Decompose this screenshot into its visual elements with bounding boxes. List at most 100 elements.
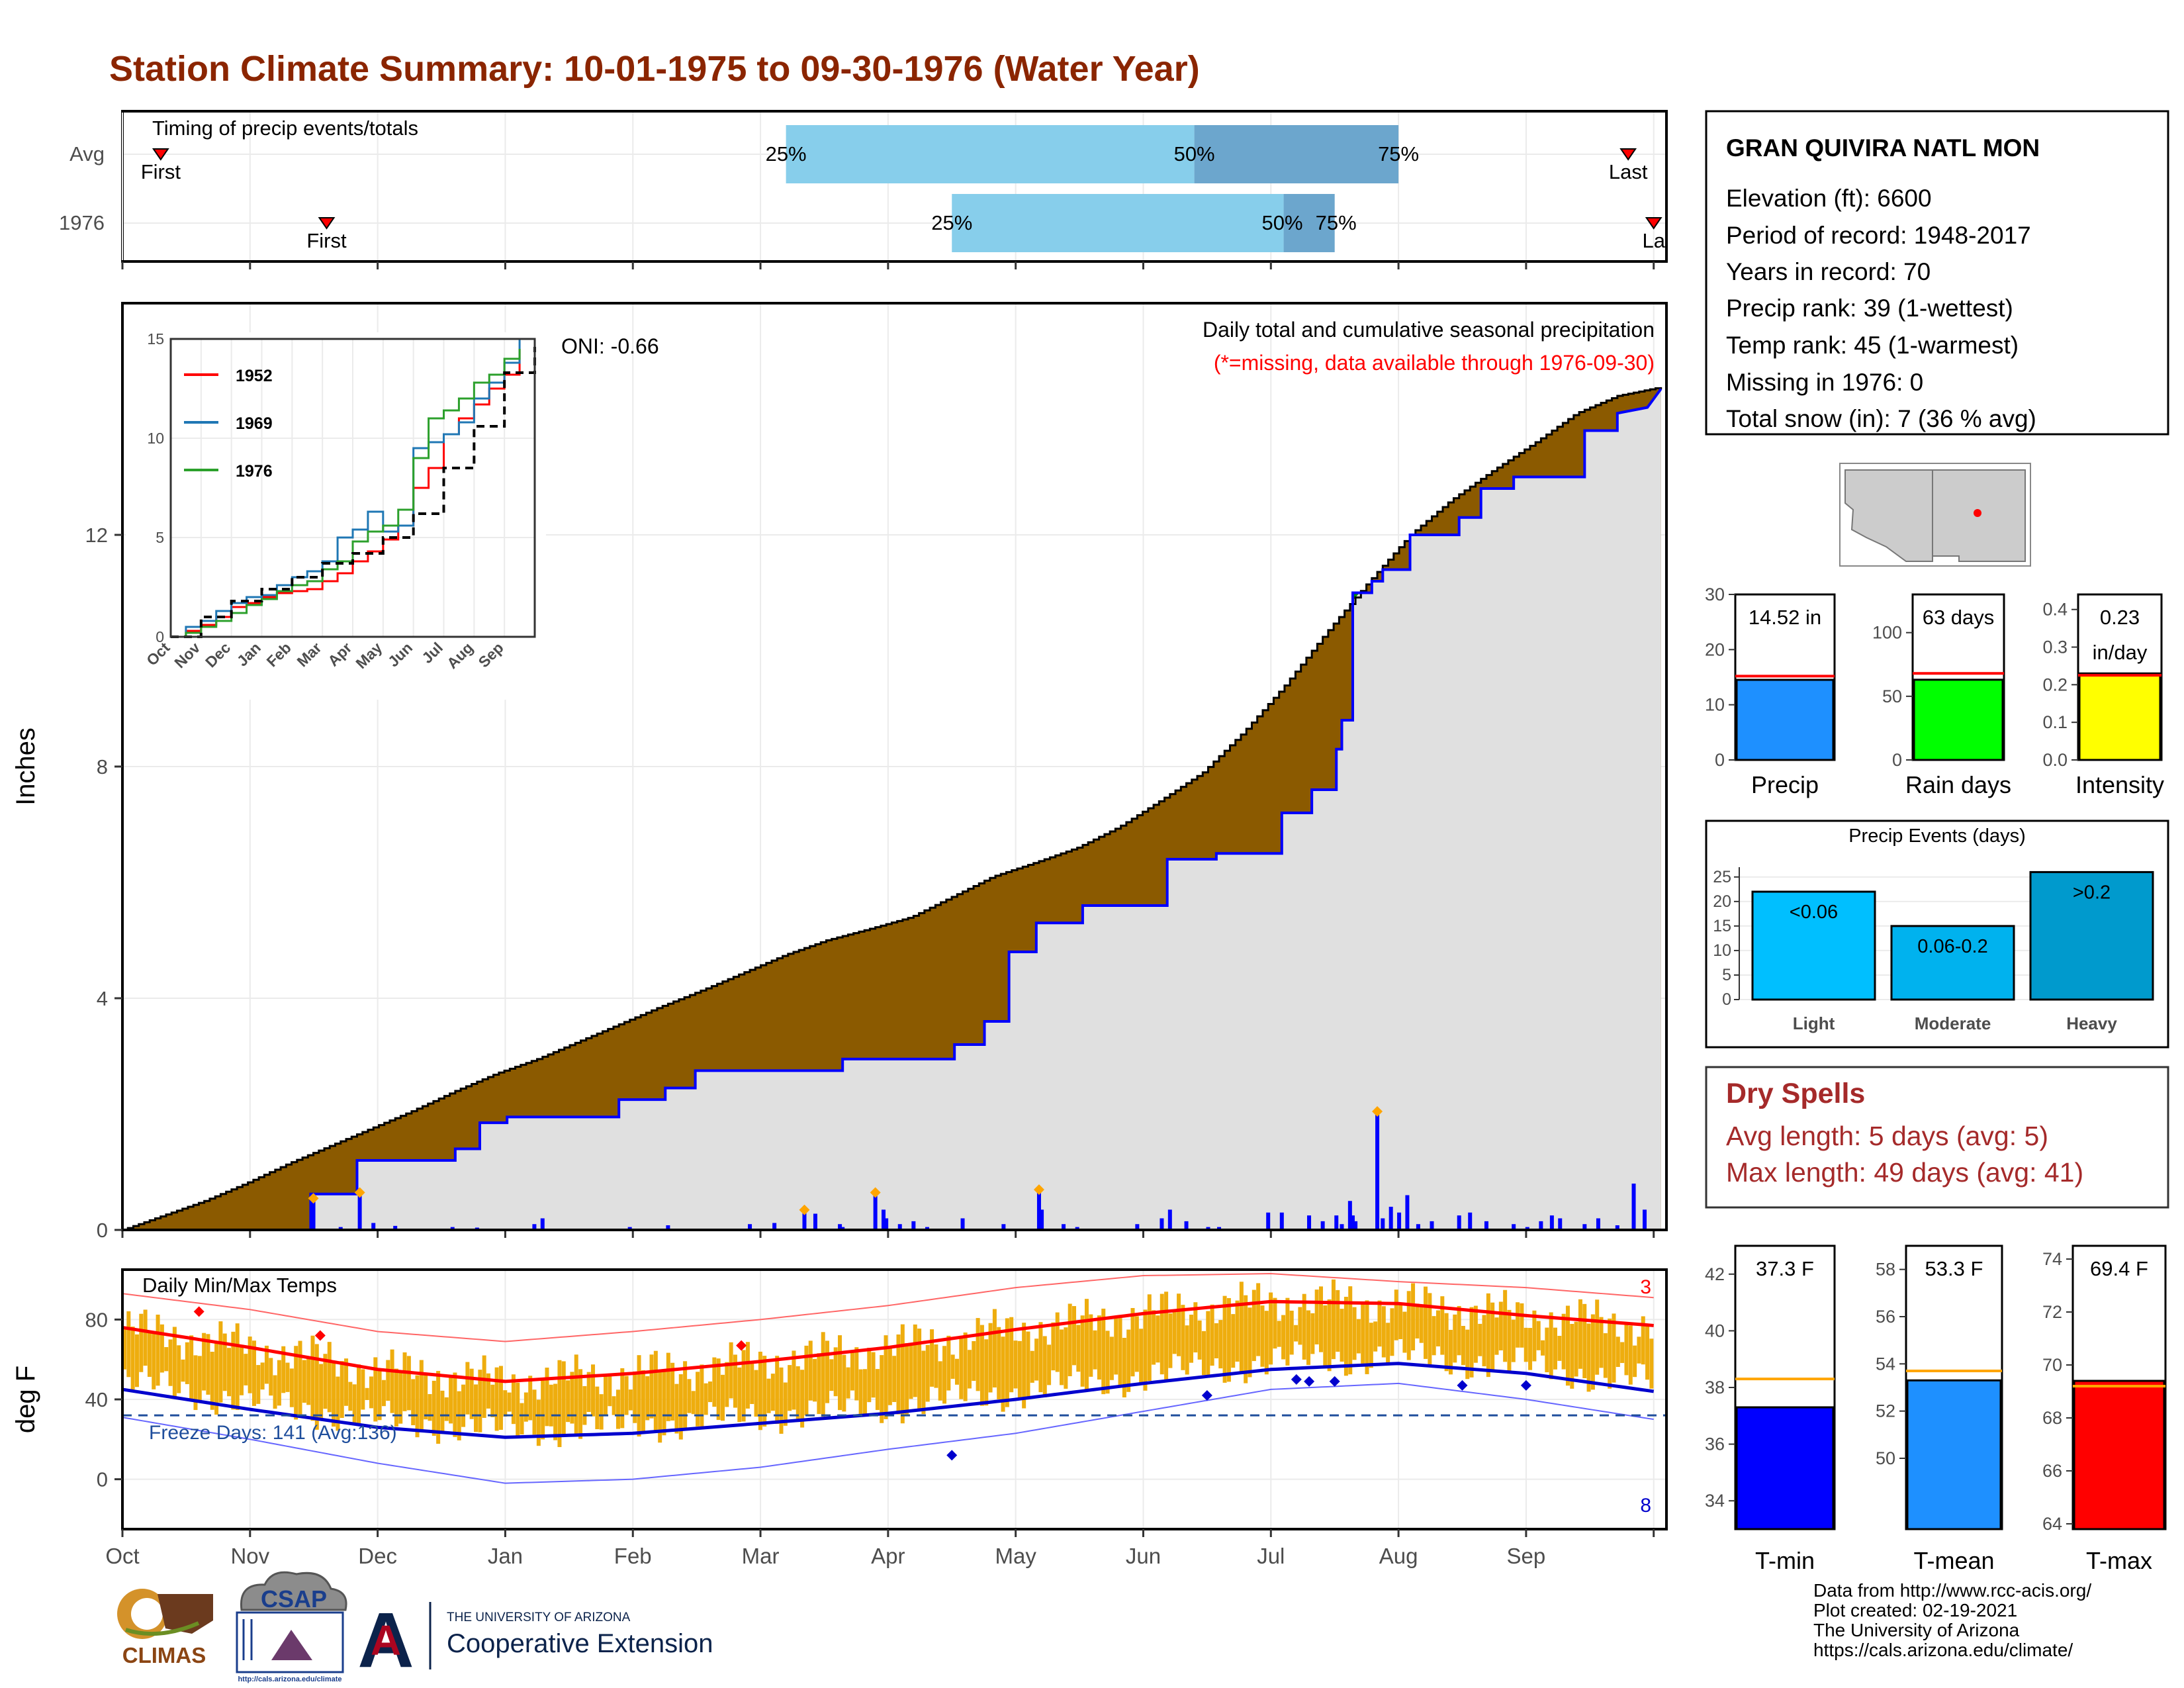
precip-stat-0-bar [1735,679,1835,761]
daily-temp-bar [1143,1309,1148,1391]
timing-q25-label: 25% [931,211,972,234]
daily-temp-bar [248,1336,252,1393]
daily-temp-bar [1615,1336,1620,1367]
daily-precip-bar [1484,1221,1488,1230]
temp-y-tick-label: 40 [85,1388,108,1411]
daily-precip-bar [1320,1221,1325,1230]
record-high-marker-icon [193,1306,205,1317]
temp-stat-2-y-tick-label: 66 [2042,1461,2062,1481]
csap-mountain-icon [271,1630,312,1660]
record-low-marker-icon [1201,1389,1212,1401]
daily-temp-bar [1348,1286,1353,1375]
daily-temp-bar [523,1392,528,1422]
daily-temp-bar [352,1384,357,1424]
daily-temp-bar [1390,1308,1394,1356]
daily-temp-bar [1373,1321,1378,1352]
daily-temp-bar [1218,1320,1223,1369]
daily-temp-bar [1599,1317,1604,1368]
csap-logo: CSAP http://cals.arizona.edu/climate [236,1571,347,1683]
daily-temp-bar [1130,1307,1135,1377]
daily-temp-bar [1448,1329,1453,1375]
daily-temp-bar [1118,1318,1122,1386]
daily-temp-bar [867,1347,872,1403]
daily-temp-bar [745,1342,750,1409]
daily-temp-bar [984,1339,989,1406]
station-years: Years in record: 70 [1726,258,1931,285]
daily-temp-bar [1641,1316,1645,1365]
precip-events-chart: 25 20 15 10 5 0 <0.06 Light 0.06-0.2 Moderate >0.2… [1713,867,2154,1033]
daily-temp-bar [235,1323,240,1410]
daily-temp-bar [591,1364,596,1417]
daily-temp-bar [536,1399,541,1446]
last-event-marker [1645,217,1662,230]
daily-temp-bar [494,1367,499,1431]
daily-temp-bar [1549,1312,1553,1380]
daily-temp-bar [532,1389,537,1435]
daily-temp-bar [260,1362,265,1390]
daily-temp-bar [306,1356,311,1405]
daily-temp-bar [1386,1323,1390,1366]
daily-precip-bar [1375,1114,1380,1230]
daily-temp-bar [733,1354,737,1408]
daily-temp-bar [357,1364,361,1425]
daily-temp-bar [938,1361,942,1401]
daily-precip-bar [1353,1221,1358,1230]
climas-leaf-icon [125,1621,200,1636]
daily-precip-bar [357,1195,362,1230]
daily-temp-bar [381,1380,386,1407]
daily-temp-bar [172,1327,177,1399]
station-precip-rank: Precip rank: 39 (1-wettest) [1726,295,2013,322]
daily-temp-bar [1139,1329,1144,1383]
event-marker-icon [308,1193,319,1204]
precip-stat-0-y-tick-label: 0 [1715,750,1725,770]
csap-wordmark: CSAP [261,1585,327,1613]
daily-precip-bar [884,1218,889,1230]
daily-temp-bar [1109,1336,1114,1380]
daily-temp-bar [1473,1305,1478,1363]
daily-temp-bar [549,1384,553,1427]
daily-temp-bar [281,1346,286,1393]
daily-temp-bar [608,1376,612,1407]
daily-temp-bar [1440,1296,1445,1355]
temp-stat-2-y-tick-label: 72 [2042,1302,2062,1322]
daily-temp-bar [1628,1325,1633,1385]
daily-temp-bar [490,1384,495,1417]
daily-temp-bar [641,1370,645,1434]
daily-temp-bar [545,1368,549,1427]
daily-temp-bar [1017,1340,1022,1401]
daily-temp-bar [1042,1336,1047,1397]
temp-stat-0-value: 37.3 F [1756,1257,1814,1280]
daily-temp-bar [210,1352,214,1410]
precip-stat-1-y-tick-label: 100 [1872,623,1902,643]
daily-temp-bar [1072,1306,1077,1366]
daily-temp-bar [1498,1301,1503,1350]
daily-temp-bar [1126,1329,1131,1392]
daily-temp-bar [314,1344,319,1430]
station-location-marker [1974,509,1981,517]
events-category-label: Light [1793,1013,1835,1033]
daily-temp-bar [603,1375,608,1416]
daily-temp-bar [955,1358,960,1385]
tmax-avg-line [122,1299,1654,1383]
daily-temp-bar [269,1358,273,1396]
temp-stat-1-y-tick-label: 58 [1876,1260,1895,1280]
precip-stat-2-y-tick-label: 0.4 [2042,600,2068,620]
daily-temp-bar [1645,1326,1650,1380]
daily-temp-bar [696,1372,700,1427]
daily-temp-bar [788,1365,792,1411]
daily-temp-bar [340,1361,344,1419]
daily-temp-bar [1235,1300,1240,1362]
temp-lines [122,1273,1666,1484]
daily-temp-bar [231,1331,236,1410]
daily-temp-bar [595,1386,600,1430]
dry-spells: Dry Spells Avg length: 5 days (avg: 5) M… [1705,1066,2169,1209]
daily-precip-bar [1217,1227,1222,1230]
daily-temp-bar [1327,1299,1332,1372]
daily-temp-bar [1080,1315,1085,1387]
daily-temp-bar [582,1385,587,1425]
station-period: Period of record: 1948-2017 [1726,222,2031,249]
daily-temp-bar [1051,1322,1056,1371]
precip-stat-0-label: Precip [1751,771,1819,798]
daily-temp-bar [1624,1323,1629,1376]
climas-wordmark: CLIMAS [122,1643,206,1667]
